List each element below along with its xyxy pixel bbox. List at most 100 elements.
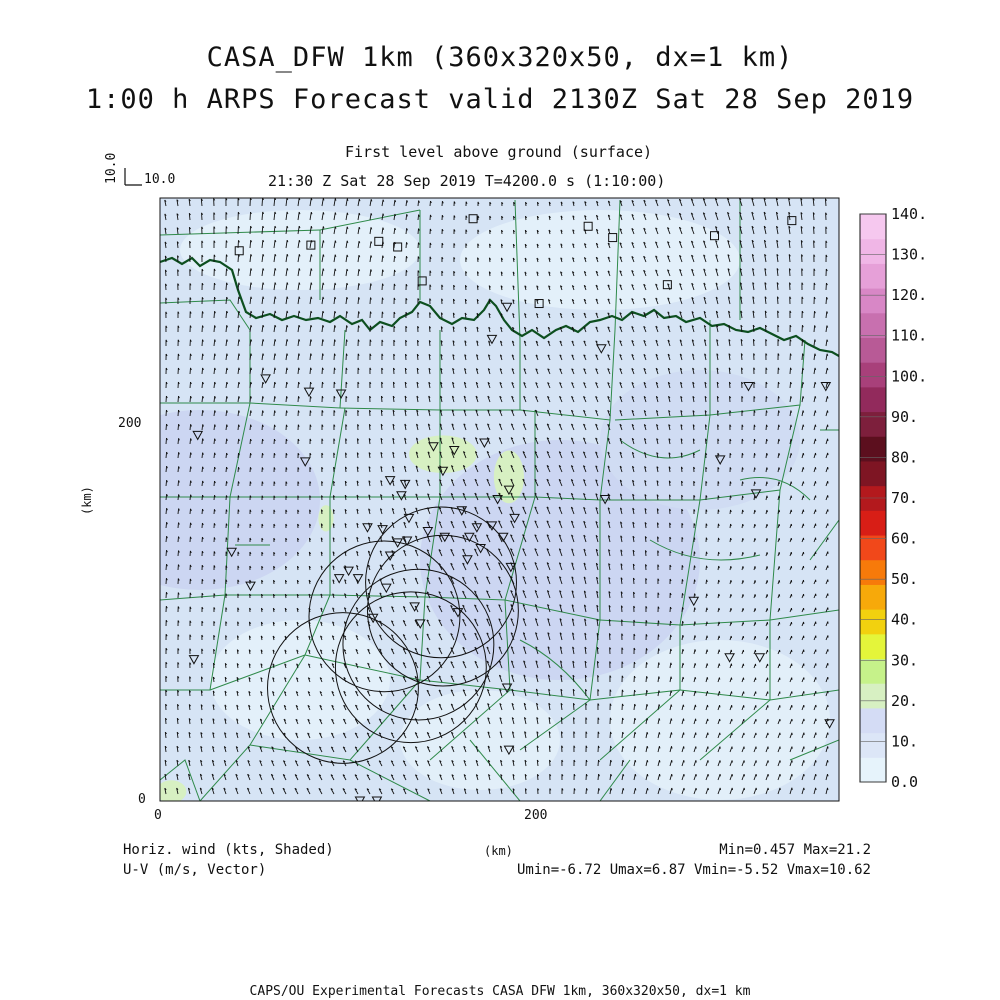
wind-vector-head: [609, 633, 611, 636]
wind-vector-head: [622, 717, 624, 721]
wind-vector-head: [249, 467, 252, 470]
wind-vector-head: [523, 409, 526, 412]
wind-vector: [390, 760, 395, 767]
wind-vector: [426, 661, 431, 669]
wind-vector: [285, 310, 288, 319]
wind-vector-head: [282, 787, 286, 790]
county-line: [160, 759, 201, 801]
wind-vector-head: [271, 773, 274, 776]
wind-vector-head: [572, 201, 575, 204]
wind-vector-head: [753, 353, 756, 356]
wind-vector-head: [308, 593, 311, 597]
wind-vector-head: [549, 759, 552, 763]
wind-vector: [609, 759, 612, 767]
wind-vector-head: [585, 703, 588, 706]
wind-vector-head: [535, 368, 538, 371]
wind-vector-head: [583, 576, 586, 579]
wind-vector-head: [597, 703, 600, 706]
wind-vector: [249, 367, 252, 375]
wind-vector-head: [754, 552, 756, 555]
wind-vector: [548, 745, 551, 753]
wind-vector-head: [294, 774, 298, 777]
wind-vector-head: [164, 759, 167, 763]
wind-vector-head: [334, 296, 337, 300]
wind-vector: [692, 396, 695, 403]
wind-vector: [691, 297, 695, 305]
wind-vector: [282, 774, 287, 781]
wind-vector-head: [560, 688, 563, 692]
wind-vector-head: [634, 731, 637, 735]
wind-vector: [727, 296, 731, 305]
wind-vector: [571, 382, 575, 389]
wind-vector-head: [429, 228, 432, 232]
wind-vector-head: [439, 409, 443, 412]
county-line: [160, 229, 321, 236]
wind-vector-head: [667, 199, 670, 202]
wind-vector: [165, 494, 168, 501]
wind-vector-head: [237, 621, 240, 624]
wind-vector-head: [393, 325, 396, 329]
wind-vector: [306, 788, 311, 795]
wind-vector-head: [620, 577, 623, 580]
wind-vector-head: [369, 424, 371, 427]
wind-vector: [499, 409, 503, 417]
wind-vector-head: [322, 268, 325, 271]
wind-vector-head: [631, 312, 634, 315]
wind-vector-head: [715, 198, 718, 201]
wind-vector: [825, 297, 828, 305]
wind-vector-head: [474, 675, 478, 678]
wind-vector: [366, 760, 371, 767]
wind-vector-head: [548, 243, 551, 246]
wind-vector: [427, 788, 431, 795]
wind-vector-head: [486, 534, 489, 537]
wind-vector-head: [225, 635, 228, 638]
wind-vector-head: [370, 297, 372, 300]
wind-vector-head: [214, 296, 216, 300]
wind-vector-head: [646, 718, 649, 721]
wind-vector-head: [523, 660, 526, 663]
wind-vector-head: [200, 746, 203, 749]
wind-vector: [213, 367, 216, 375]
wind-vector-head: [802, 367, 805, 371]
wind-vector: [800, 240, 803, 249]
station-triangle: [260, 374, 271, 384]
wind-vector: [390, 788, 395, 795]
wind-vector: [261, 396, 264, 403]
wind-vector: [474, 506, 479, 515]
wind-vector-head: [438, 591, 441, 594]
wind-vector-head: [346, 254, 349, 258]
obs-square: [468, 214, 478, 224]
wind-vector-head: [776, 225, 779, 229]
wind-vector: [572, 689, 575, 697]
wind-vector: [392, 396, 395, 403]
wind-vector: [462, 562, 467, 571]
wind-vector-head: [441, 228, 444, 232]
wind-vector: [333, 353, 335, 361]
wind-vector-head: [332, 537, 335, 540]
wind-vector: [619, 507, 623, 515]
wind-vector-head: [512, 299, 515, 302]
wind-vector-head: [801, 254, 804, 257]
wind-vector: [273, 382, 276, 389]
wind-vector: [282, 760, 287, 767]
wind-vector-head: [189, 283, 192, 286]
wind-vector-head: [764, 254, 767, 257]
wind-vector-head: [296, 621, 299, 625]
wind-vector-head: [548, 717, 551, 720]
wind-vector-head: [273, 481, 276, 484]
wind-vector-head: [585, 774, 588, 777]
wind-vector: [463, 774, 467, 781]
wind-vector: [237, 353, 240, 361]
wind-vector-head: [474, 618, 477, 621]
ref-vector-horizontal-label: 10.0: [144, 172, 176, 187]
wind-vector-head: [705, 466, 708, 470]
wind-vector-head: [754, 538, 756, 541]
wind-vector-head: [715, 268, 718, 271]
wind-vector-head: [596, 618, 599, 622]
wind-vector: [693, 746, 697, 753]
wind-vector-head: [260, 691, 263, 694]
wind-vector-head: [286, 268, 289, 271]
station-triangle: [743, 381, 754, 392]
wind-vector-head: [655, 255, 658, 258]
wind-vector: [825, 325, 828, 333]
